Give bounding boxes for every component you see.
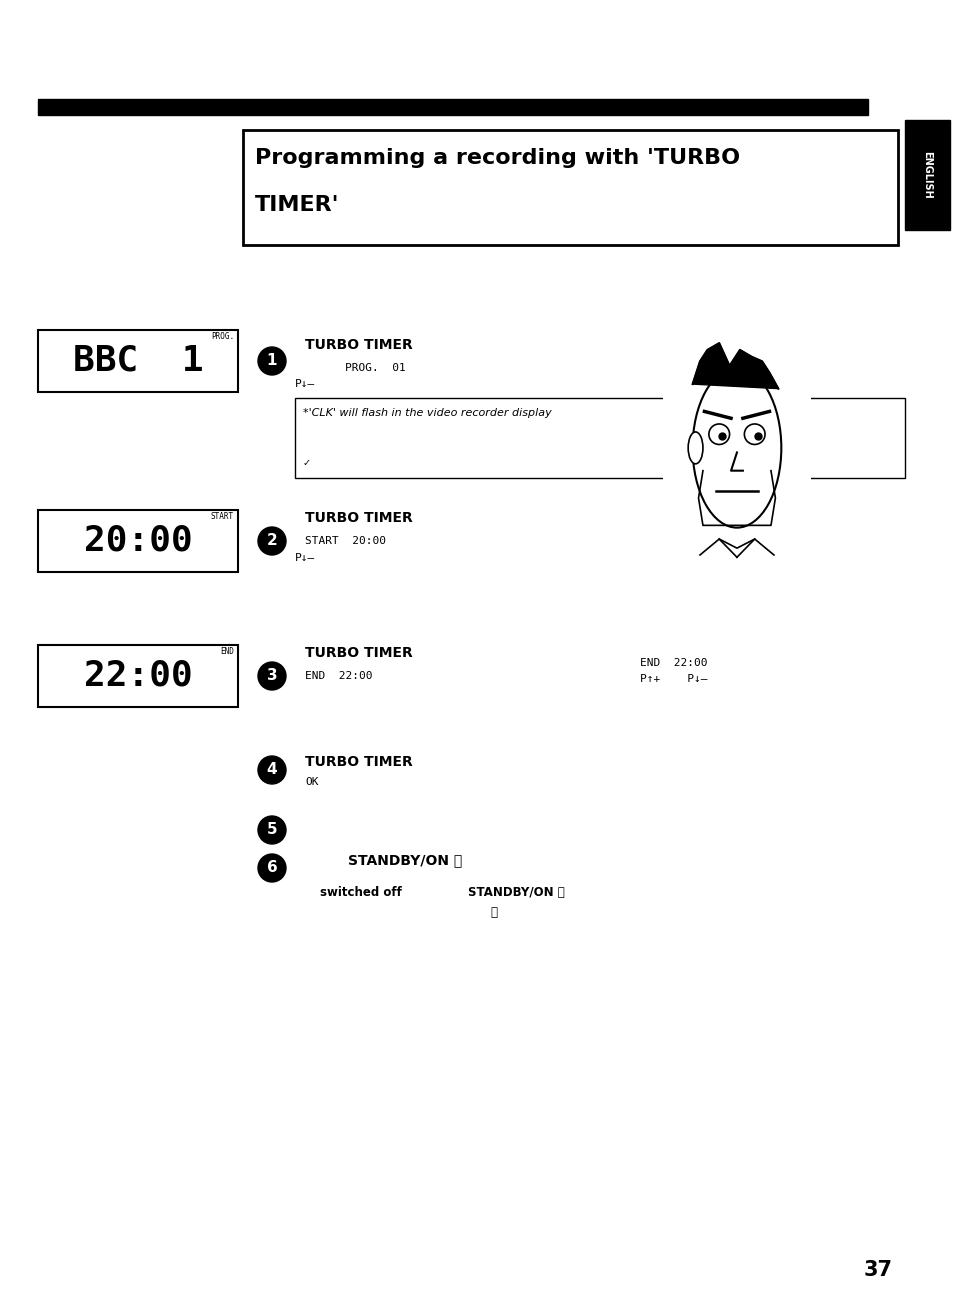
Polygon shape [692,342,778,388]
Text: switched off: switched off [319,887,401,900]
Ellipse shape [687,432,702,464]
Text: 5: 5 [267,823,277,837]
Text: TURBO TIMER: TURBO TIMER [305,339,413,352]
Text: *'CLK' will flash in the video recorder display: *'CLK' will flash in the video recorder … [303,408,551,418]
Text: TIMER': TIMER' [254,195,339,215]
Bar [294,398,904,478]
Circle shape [257,661,286,690]
Bar [38,99,867,115]
Text: END: END [220,647,233,656]
Bar [38,644,237,707]
Circle shape [257,816,286,844]
Text: P↓—: P↓— [294,379,314,389]
Text: ✓: ✓ [303,458,311,467]
Text: STANDBY/ON ⏻: STANDBY/ON ⏻ [468,887,564,900]
Bar [243,130,897,245]
Bar [38,329,237,392]
Text: 4: 4 [267,763,277,777]
Text: START: START [211,512,233,521]
Text: 22:00: 22:00 [84,659,193,693]
Text: TURBO TIMER: TURBO TIMER [305,510,413,525]
Text: Programming a recording with 'TURBO: Programming a recording with 'TURBO [254,148,740,168]
Circle shape [257,854,286,881]
Ellipse shape [743,424,764,444]
Text: 3: 3 [267,668,277,684]
Text: STANDBY/ON ⏻: STANDBY/ON ⏻ [348,853,462,867]
Text: TURBO TIMER: TURBO TIMER [305,646,413,660]
Text: 37: 37 [862,1260,892,1280]
Text: 20:00: 20:00 [84,523,193,559]
Text: P↑+    P↓—: P↑+ P↓— [639,674,707,684]
Text: START  20:00: START 20:00 [305,536,386,546]
Text: ⏻: ⏻ [490,905,497,918]
Text: ENGLISH: ENGLISH [921,151,931,199]
Text: 2: 2 [266,534,277,548]
Text: PROG.  01: PROG. 01 [345,363,405,372]
Text: P↑+: P↑+ [684,363,704,372]
Text: 6: 6 [266,861,277,875]
Text: END  22:00: END 22:00 [305,671,372,681]
Circle shape [257,348,286,375]
Bar [38,510,237,572]
Text: 1: 1 [267,354,277,368]
Text: OK: OK [305,777,318,786]
Ellipse shape [708,424,729,444]
Text: P↑+: P↑+ [684,536,704,546]
Text: TURBO TIMER: TURBO TIMER [305,755,413,769]
Bar [904,120,949,230]
Text: END  22:00: END 22:00 [639,658,707,668]
Text: PROG.: PROG. [211,332,233,341]
Text: BBC  1: BBC 1 [72,344,203,378]
Ellipse shape [692,368,781,527]
Text: P↓—: P↓— [294,553,314,562]
Circle shape [257,527,286,555]
Circle shape [257,756,286,784]
